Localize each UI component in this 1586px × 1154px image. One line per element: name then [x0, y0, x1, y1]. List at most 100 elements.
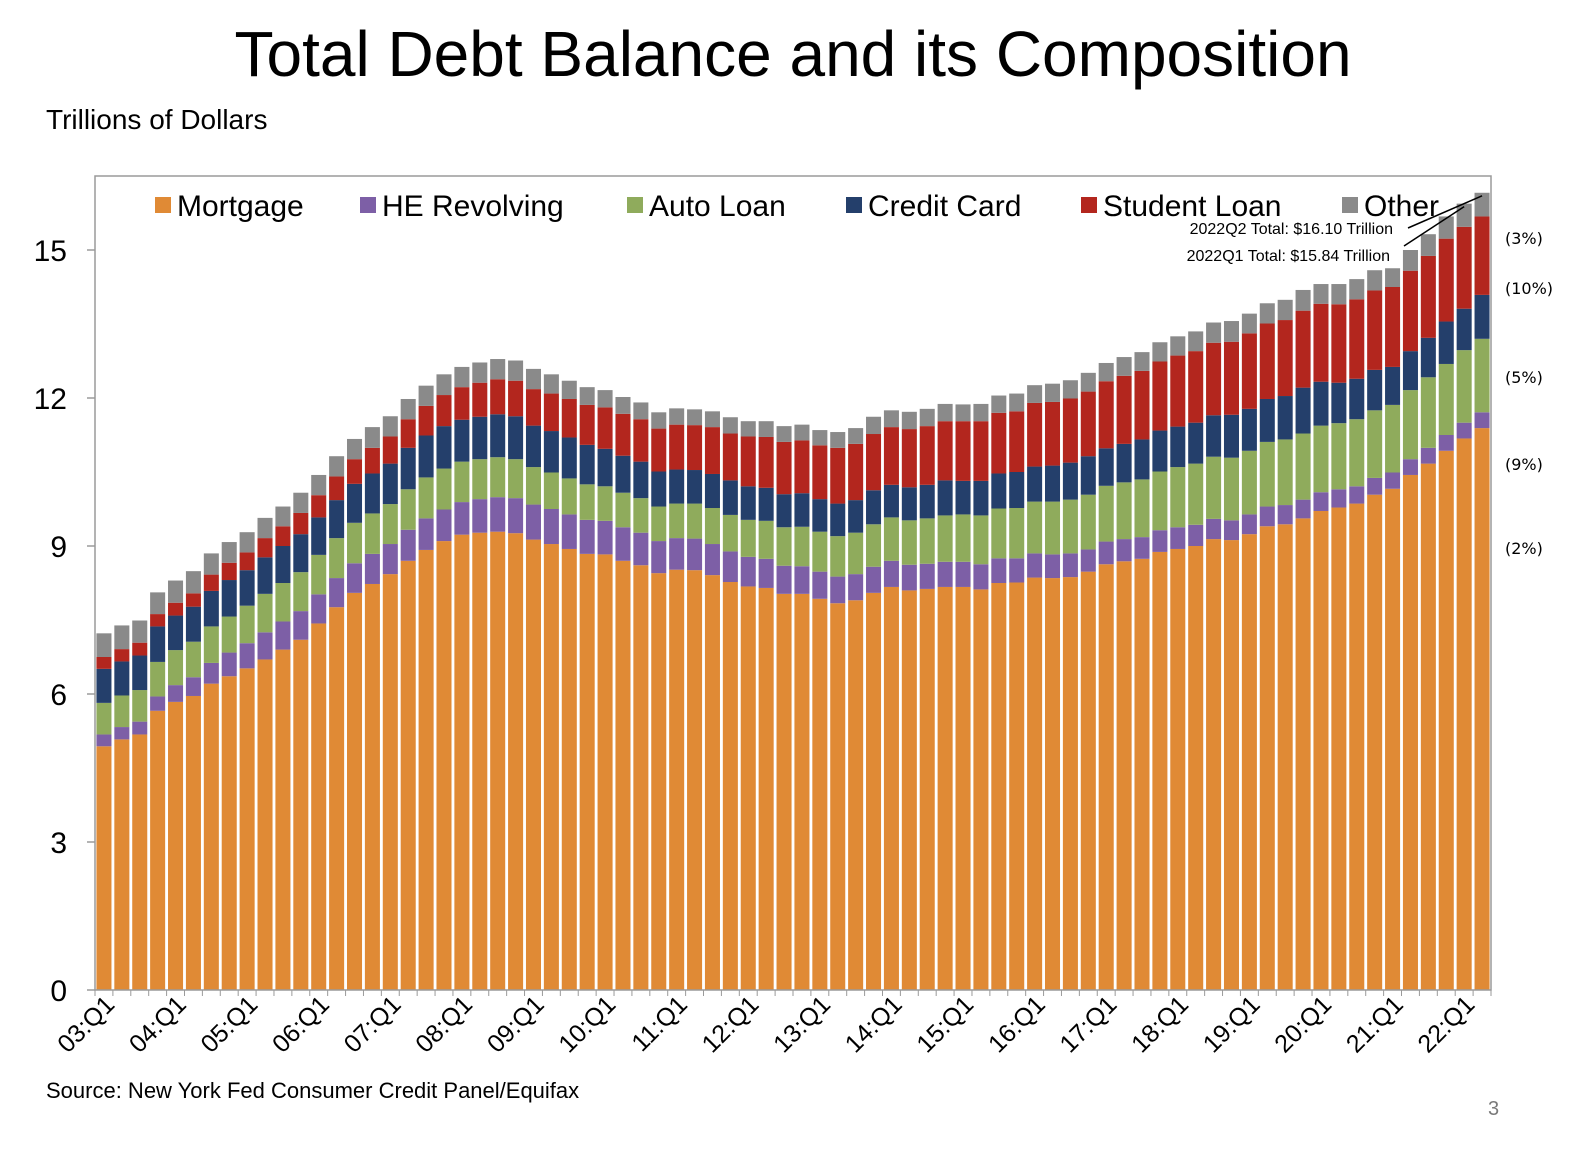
bar-other	[830, 432, 846, 448]
bar-student-loan	[1009, 411, 1025, 472]
bar-mortgage	[633, 565, 649, 990]
bar-auto-loan	[1241, 450, 1257, 515]
bar-other	[1438, 216, 1454, 239]
bar-student-loan	[1080, 391, 1096, 457]
q1-total-leader-line	[1403, 205, 1465, 247]
bar-mortgage	[1080, 571, 1096, 990]
bar-mortgage	[275, 649, 291, 990]
bar-student-loan	[1098, 381, 1114, 449]
bar-student-loan	[1045, 401, 1061, 466]
bar-he-revolving	[329, 578, 345, 608]
bar-he-revolving	[293, 611, 309, 640]
bar-he-revolving	[185, 677, 201, 696]
bar-student-loan	[722, 433, 738, 481]
bar-he-revolving	[347, 563, 363, 593]
x-axis: 03:Q1 04:Q1 05:Q1 06:Q1 07:Q1 08:Q1 09:Q1 10:Q1…	[52, 990, 1492, 1058]
chart-title: Total Debt Balance and its Composition	[234, 18, 1352, 90]
bar-other	[1259, 303, 1275, 324]
bar-auto-loan	[740, 519, 756, 557]
bar-other	[1241, 313, 1257, 334]
bar-he-revolving	[490, 497, 506, 532]
bar-credit-card	[311, 517, 327, 555]
bar-credit-card	[579, 444, 595, 485]
bar-mortgage	[597, 554, 613, 990]
bar-credit-card	[114, 661, 130, 696]
bar-he-revolving	[168, 685, 184, 702]
bar-student-loan	[150, 614, 166, 627]
bar-student-loan	[203, 574, 219, 591]
x-tick-label: 13:Q1	[768, 990, 836, 1058]
bar-student-loan	[1295, 310, 1311, 388]
bar-student-loan	[436, 395, 452, 427]
bar-student-loan	[955, 421, 971, 481]
bar-he-revolving	[883, 560, 899, 587]
bar-mortgage	[1385, 488, 1401, 990]
bar-other	[1402, 250, 1418, 271]
bar-mortgage	[454, 534, 470, 990]
bar-auto-loan	[919, 518, 935, 564]
bar-mortgage	[812, 598, 828, 990]
share-label-he-revolving: (2%)	[1505, 539, 1543, 558]
bar-student-loan	[1170, 355, 1186, 427]
bar-mortgage	[883, 586, 899, 990]
bar-other	[1223, 321, 1239, 342]
bar-credit-card	[651, 471, 667, 507]
bar-other	[114, 625, 130, 650]
bar-he-revolving	[1098, 541, 1114, 565]
bar-credit-card	[561, 437, 577, 479]
bar-credit-card	[418, 435, 434, 478]
bar-student-loan	[364, 447, 380, 474]
bar-auto-loan	[1188, 463, 1204, 525]
bar-mortgage	[168, 701, 184, 990]
bar-other	[525, 368, 541, 390]
bar-credit-card	[239, 570, 255, 606]
bar-he-revolving	[1420, 447, 1436, 464]
bar-other	[382, 416, 398, 437]
bar-student-loan	[830, 447, 846, 504]
legend-label-mortgage: Mortgage	[177, 190, 304, 223]
bar-mortgage	[1259, 526, 1275, 990]
bar-credit-card	[257, 557, 273, 594]
bar-other	[472, 362, 488, 383]
bar-credit-card	[1367, 369, 1383, 411]
bar-auto-loan	[1206, 456, 1222, 519]
bar-student-loan	[883, 427, 899, 485]
bar-other	[1027, 385, 1043, 403]
bar-mortgage	[472, 532, 488, 990]
x-tick-label: 18:Q1	[1126, 990, 1194, 1058]
bar-mortgage	[1170, 548, 1186, 990]
bar-he-revolving	[508, 498, 524, 534]
bar-credit-card	[669, 469, 685, 504]
bar-student-loan	[1152, 361, 1168, 431]
bar-he-revolving	[651, 541, 667, 574]
bar-credit-card	[597, 448, 613, 487]
legend-swatch-he-revolving	[360, 197, 376, 213]
bar-auto-loan	[1277, 439, 1293, 506]
bar-auto-loan	[436, 468, 452, 510]
legend-label-student-loan: Student Loan	[1103, 190, 1282, 223]
bar-other	[794, 424, 810, 441]
bar-mortgage	[436, 541, 452, 990]
bar-other	[311, 474, 327, 496]
bar-other	[991, 395, 1007, 413]
bar-he-revolving	[758, 558, 774, 588]
bar-auto-loan	[561, 478, 577, 515]
bar-mortgage	[579, 553, 595, 990]
bar-auto-loan	[776, 527, 792, 566]
bar-he-revolving	[776, 565, 792, 594]
legend-label-credit-card: Credit Card	[868, 190, 1021, 223]
bar-student-loan	[937, 421, 953, 481]
bar-mortgage	[1206, 539, 1222, 990]
legend-swatch-credit-card	[846, 197, 862, 213]
x-tick-label: 19:Q1	[1198, 990, 1266, 1058]
bar-credit-card	[883, 484, 899, 518]
bar-credit-card	[1385, 366, 1401, 405]
bar-student-loan	[901, 429, 917, 488]
bar-mortgage	[955, 586, 971, 990]
bar-student-loan	[1402, 270, 1418, 352]
bar-credit-card	[919, 484, 935, 519]
bar-mortgage	[1009, 582, 1025, 990]
bar-mortgage	[1438, 450, 1454, 990]
bar-mortgage	[525, 539, 541, 990]
bar-auto-loan	[687, 503, 703, 539]
